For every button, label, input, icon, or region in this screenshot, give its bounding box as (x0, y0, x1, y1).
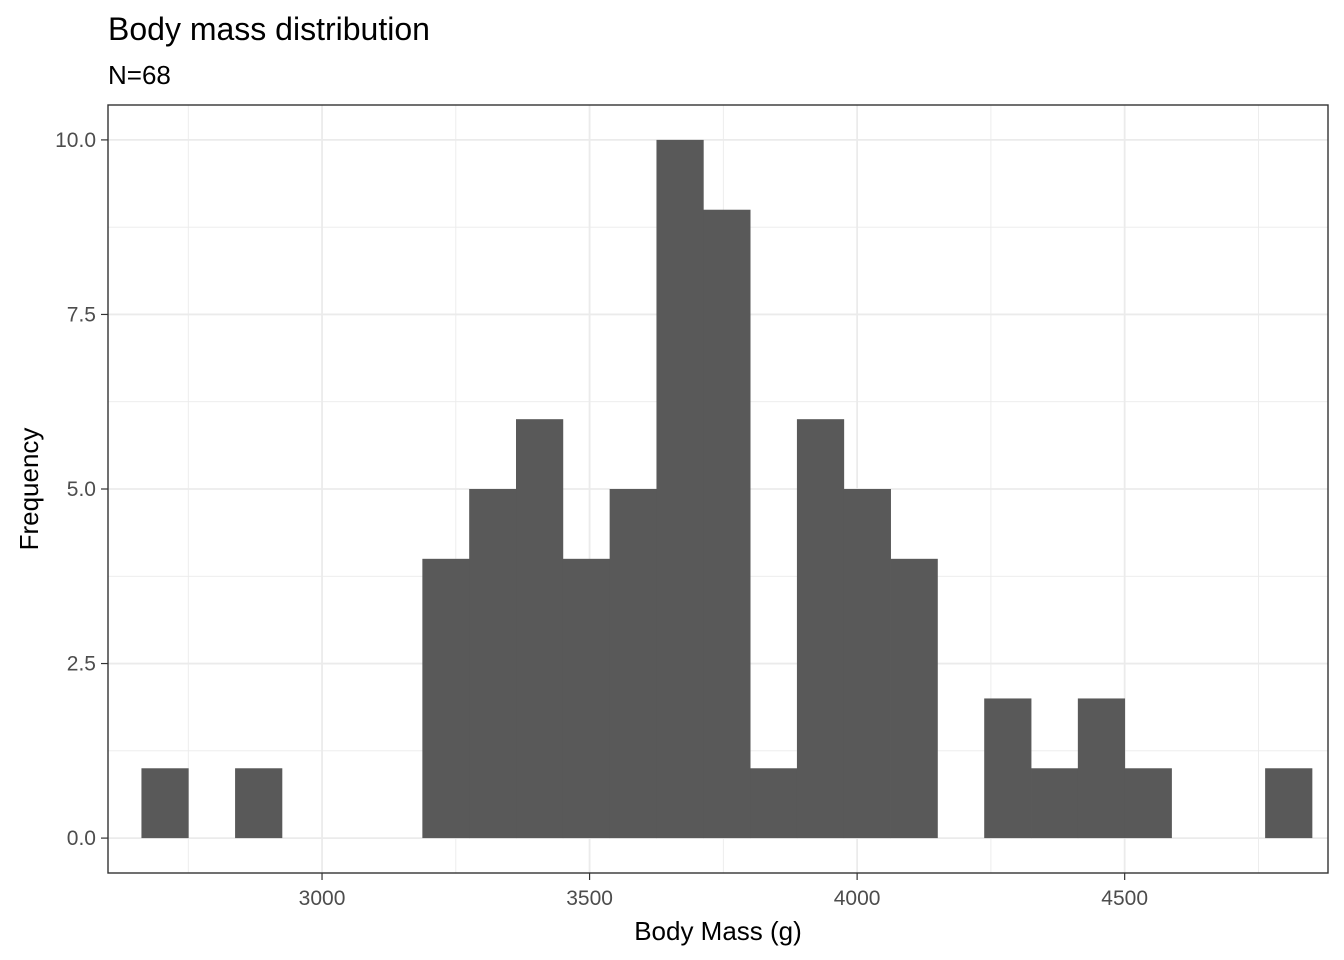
y-tick-label: 2.5 (67, 653, 96, 676)
histogram-bar (750, 768, 798, 839)
histogram-bar (469, 489, 517, 839)
y-axis-title: Frequency (14, 428, 44, 551)
chart-subtitle: N=68 (108, 60, 171, 90)
histogram-bar (1031, 768, 1079, 839)
x-tick-label: 4500 (1101, 887, 1148, 910)
histogram-bar (235, 768, 283, 839)
axis-ticks: 3000 3500 4000 4500 0.0 2.5 5.0 7.5 10.0 (55, 129, 1148, 910)
histogram-bar (984, 698, 1032, 839)
histogram-bar (1077, 698, 1126, 839)
histogram-bar (609, 489, 657, 839)
y-tick-label: 10.0 (55, 129, 96, 152)
histogram-bar (516, 419, 564, 839)
histogram-bar (1124, 768, 1172, 839)
x-tick-label: 3500 (566, 887, 613, 910)
x-tick-label: 3000 (299, 887, 346, 910)
y-tick-label: 0.0 (67, 827, 96, 850)
y-tick-label: 5.0 (67, 478, 96, 501)
histogram-bar (562, 558, 611, 839)
histogram-bar (656, 139, 704, 839)
histogram-bar (843, 489, 891, 839)
histogram-bar (703, 209, 751, 839)
chart-title: Body mass distribution (108, 11, 430, 47)
histogram-bar (141, 768, 189, 839)
histogram-bars (141, 139, 1313, 839)
histogram-bar (890, 558, 938, 839)
x-tick-label: 4000 (834, 887, 881, 910)
y-tick-label: 7.5 (67, 303, 96, 326)
histogram-bar (422, 558, 470, 839)
histogram-bar (796, 419, 845, 839)
histogram-bar (1265, 768, 1313, 839)
x-axis-title: Body Mass (g) (634, 916, 802, 946)
